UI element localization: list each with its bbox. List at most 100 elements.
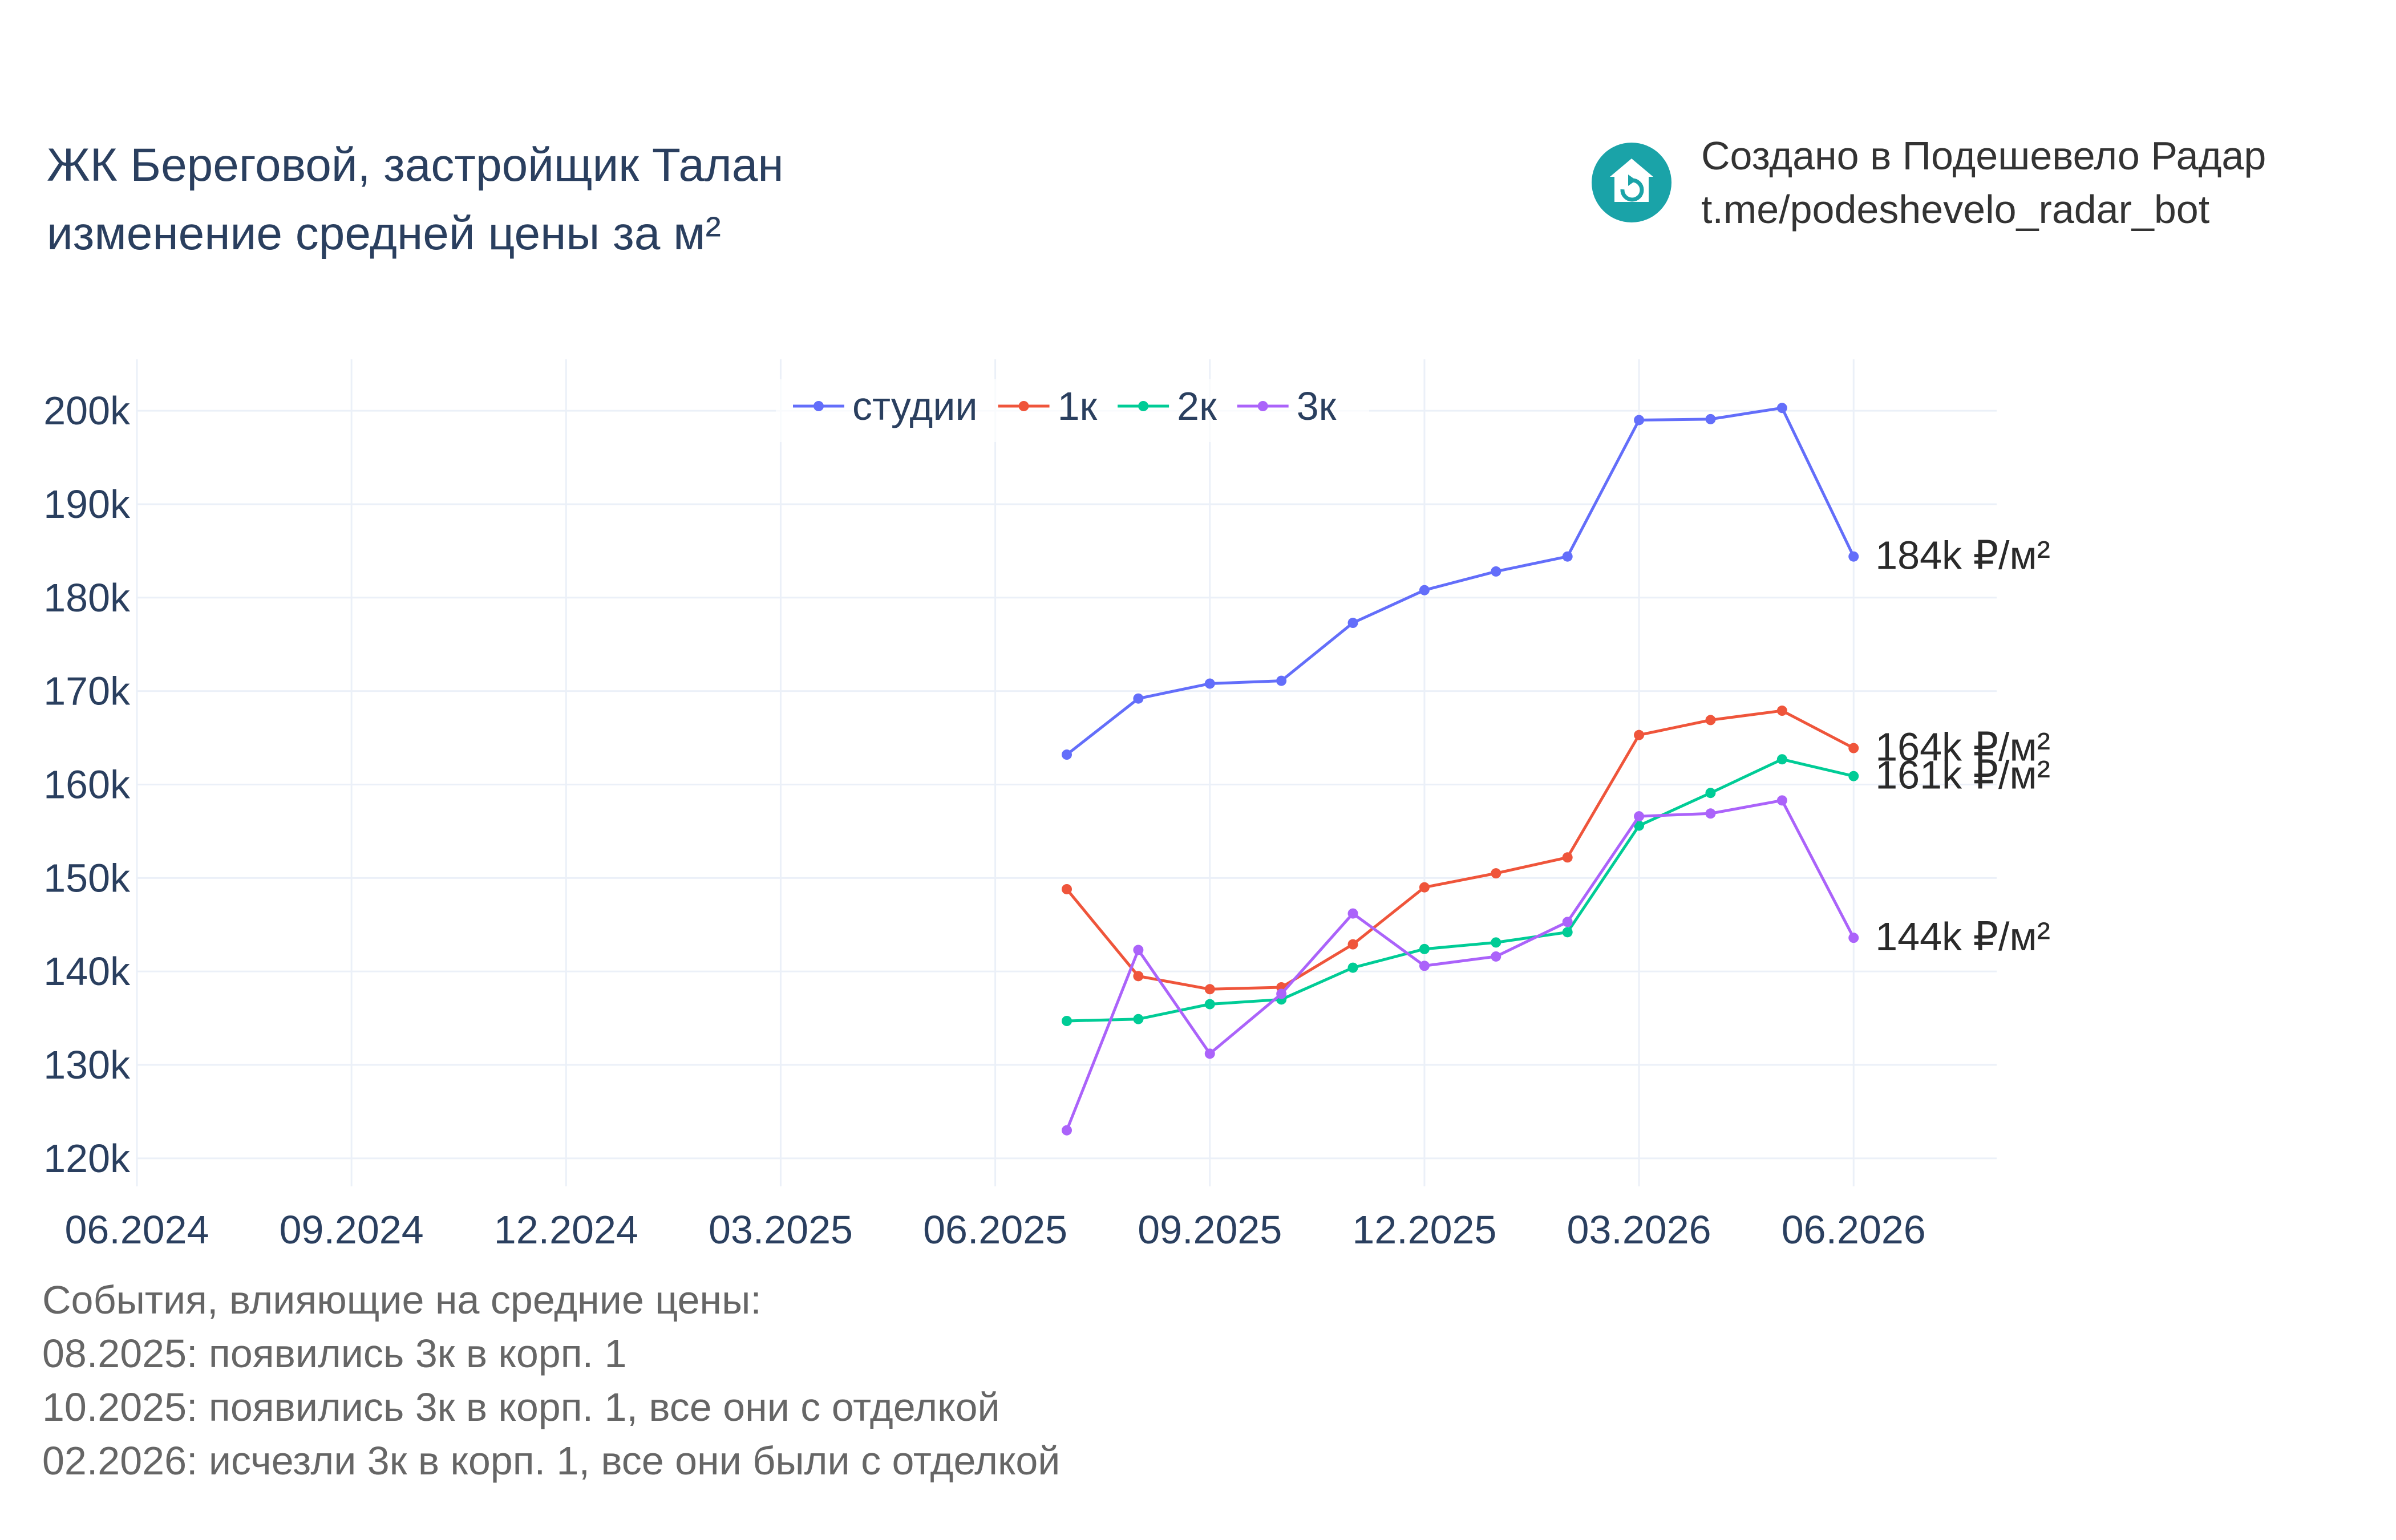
data-point[interactable] (1562, 917, 1573, 927)
legend-swatch-dot (1257, 401, 1268, 411)
series-2к (1062, 754, 1859, 1026)
data-point[interactable] (1848, 551, 1859, 562)
chart-axes: 120k 130k 140k 150k 160k 170k 180k 190k 200k 06.2… (43, 388, 1926, 1252)
x-tick-label: 09.2024 (280, 1207, 424, 1252)
data-point[interactable] (1133, 945, 1144, 955)
data-point[interactable] (1776, 795, 1787, 806)
data-point[interactable] (1133, 693, 1144, 704)
house-refresh-icon (1592, 143, 1671, 222)
legend-item[interactable]: 2к (1118, 384, 1217, 428)
series-line (1065, 799, 1855, 1131)
event-item: 02.2026: исчезли 3к в корп. 1, все они б… (42, 1438, 1061, 1483)
data-point[interactable] (1491, 937, 1501, 948)
x-tick-label: 06.2025 (923, 1207, 1067, 1252)
legend-label: 1к (1058, 384, 1098, 428)
chart-title-line2: изменение средней цены за м² (47, 208, 721, 260)
y-tick-label: 120k (43, 1136, 131, 1181)
y-tick-label: 170k (43, 669, 131, 714)
legend-item[interactable]: 1к (998, 384, 1098, 428)
legend-label: 3к (1297, 384, 1337, 428)
x-tick-label: 12.2024 (494, 1207, 638, 1252)
y-tick-label: 140k (43, 949, 131, 994)
data-point[interactable] (1204, 1048, 1215, 1059)
data-point[interactable] (1133, 971, 1144, 982)
y-tick-label: 130k (43, 1043, 131, 1087)
legend-label: студии (852, 384, 978, 428)
end-value-label: 184k ₽/м² (1875, 533, 2050, 578)
series-студии (1062, 403, 1859, 760)
x-tick-label: 12.2025 (1352, 1207, 1496, 1252)
data-point[interactable] (1204, 984, 1215, 995)
end-value-label: 144k ₽/м² (1875, 914, 2050, 959)
legend-swatch-dot (1018, 401, 1029, 411)
data-point[interactable] (1634, 730, 1645, 740)
data-point[interactable] (1705, 808, 1716, 819)
y-tick-label: 190k (43, 482, 131, 526)
events-heading: События, влияющие на средние цены: (42, 1278, 762, 1322)
data-point[interactable] (1634, 415, 1645, 425)
data-point[interactable] (1491, 951, 1501, 962)
data-point[interactable] (1419, 882, 1430, 893)
data-point[interactable] (1562, 927, 1573, 938)
data-point[interactable] (1705, 414, 1716, 424)
brand-line1: Создано в Подешевело Радар (1701, 133, 2267, 178)
legend-background (776, 379, 1369, 442)
brand-text: Создано в Подешевело Радар t.me/podeshev… (1701, 129, 2266, 236)
y-tick-label: 160k (43, 762, 131, 807)
data-point[interactable] (1347, 939, 1358, 950)
series-1к (1062, 706, 1859, 995)
data-point[interactable] (1634, 820, 1645, 831)
data-point[interactable] (1133, 1014, 1144, 1024)
data-point[interactable] (1419, 943, 1430, 954)
legend-swatch-dot (813, 401, 824, 411)
data-point[interactable] (1276, 988, 1287, 999)
series-3к (1062, 795, 1859, 1136)
data-point[interactable] (1562, 852, 1573, 863)
data-point[interactable] (1562, 551, 1573, 562)
data-point[interactable] (1204, 678, 1215, 689)
legend-label: 2к (1177, 384, 1217, 428)
chart-title: ЖК Береговой, застройщик Талан изменение… (47, 131, 784, 268)
x-tick-label: 09.2025 (1138, 1207, 1282, 1252)
data-point[interactable] (1848, 743, 1859, 753)
y-tick-label: 180k (43, 576, 131, 620)
data-point[interactable] (1062, 749, 1072, 760)
data-point[interactable] (1705, 788, 1716, 799)
data-point[interactable] (1347, 908, 1358, 919)
data-point[interactable] (1062, 1016, 1072, 1026)
legend-swatch-dot (1138, 401, 1149, 411)
end-value-label: 164k ₽/м² (1875, 725, 2050, 769)
legend-item[interactable]: студии (793, 384, 978, 428)
end-value-label: 161k ₽/м² (1875, 753, 2050, 797)
x-tick-label: 03.2025 (709, 1207, 853, 1252)
chart-legend[interactable]: студии 1к 2к 3к (776, 379, 1369, 442)
data-point[interactable] (1705, 715, 1716, 726)
event-item: 08.2025: появились 3к в корп. 1 (42, 1331, 627, 1376)
data-point[interactable] (1204, 999, 1215, 1010)
series-line (1066, 757, 1854, 1023)
data-point[interactable] (1347, 962, 1358, 973)
legend-item[interactable]: 3к (1237, 384, 1337, 428)
data-point[interactable] (1848, 933, 1859, 943)
data-point[interactable] (1491, 566, 1501, 577)
data-point[interactable] (1347, 618, 1358, 629)
data-point[interactable] (1062, 1125, 1072, 1136)
data-point[interactable] (1419, 961, 1430, 971)
data-point[interactable] (1491, 868, 1501, 879)
data-point[interactable] (1776, 403, 1787, 414)
y-tick-label: 200k (43, 388, 131, 433)
data-point[interactable] (1776, 754, 1787, 765)
chart-series (1062, 403, 1859, 1136)
data-point[interactable] (1276, 675, 1287, 686)
brand-link[interactable]: t.me/podeshevelo_radar_bot (1701, 187, 2210, 232)
x-tick-label: 06.2026 (1782, 1207, 1926, 1252)
x-tick-label: 06.2024 (64, 1207, 209, 1252)
data-point[interactable] (1419, 585, 1430, 595)
chart-title-line1: ЖК Береговой, застройщик Талан (47, 139, 784, 191)
data-point[interactable] (1776, 706, 1787, 716)
data-point[interactable] (1062, 884, 1072, 894)
data-point[interactable] (1634, 811, 1645, 822)
data-point[interactable] (1848, 771, 1859, 781)
